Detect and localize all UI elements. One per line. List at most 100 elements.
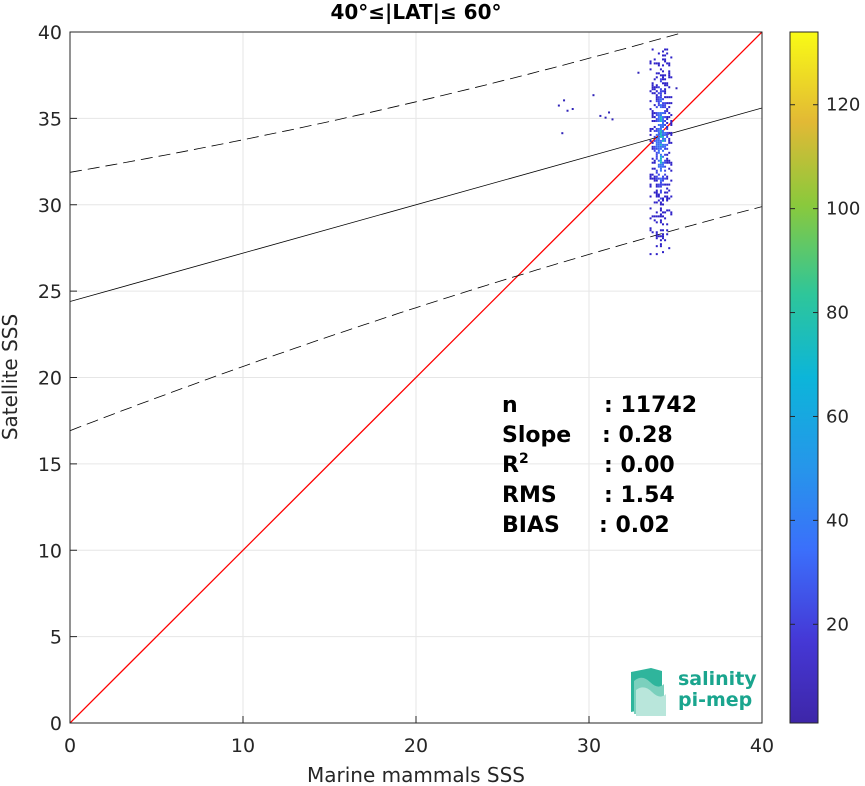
density-cell (664, 139, 667, 142)
y-axis-label: Satellite SSS (0, 314, 22, 440)
density-cell (670, 123, 673, 126)
density-cell (651, 110, 654, 113)
density-cell (668, 131, 671, 134)
density-cell (655, 147, 658, 150)
density-cell (653, 215, 656, 218)
density-cell (659, 185, 662, 188)
density-cell (653, 62, 656, 65)
colorbar-tick-label: 40 (826, 510, 849, 531)
density-cell (662, 143, 665, 146)
density-cell (670, 195, 673, 198)
density-cell (662, 112, 665, 115)
density-cell (666, 127, 669, 130)
density-cell (653, 120, 656, 123)
density-cell (659, 221, 662, 224)
density-cell (655, 141, 658, 144)
stat-value: : 11742 (604, 393, 697, 418)
density-cell (659, 112, 662, 115)
density-cell (649, 139, 652, 142)
density-cell (659, 80, 662, 83)
density-cell (655, 179, 658, 182)
density-cell (651, 145, 654, 148)
stat-value: : 0.28 (602, 423, 673, 448)
density-cell (655, 183, 658, 186)
density-cell (659, 104, 662, 107)
x-tick-label: 20 (404, 735, 428, 757)
density-cell (649, 108, 652, 111)
density-cell (655, 151, 658, 154)
stat-label: BIAS (502, 513, 560, 538)
density-cell (657, 215, 660, 218)
density-cell (653, 167, 656, 170)
y-tick-label: 35 (38, 108, 62, 130)
density-cell (659, 94, 662, 97)
density-cell (664, 90, 667, 93)
density-cell (668, 139, 671, 142)
density-cell (664, 153, 667, 156)
density-cell (659, 118, 662, 121)
density-cell (664, 123, 667, 126)
density-cell (655, 129, 658, 132)
density-cell (655, 157, 658, 160)
outlier-point (571, 108, 574, 111)
density-cell (653, 88, 656, 91)
density-cell (664, 137, 667, 140)
density-cell (668, 137, 671, 140)
density-cell (657, 64, 660, 67)
density-cell (664, 183, 667, 186)
density-cell (662, 129, 665, 132)
density-cell (666, 195, 669, 198)
y-tick-label: 15 (38, 454, 62, 476)
density-cell (666, 135, 669, 138)
density-cell (666, 96, 669, 99)
density-cell (657, 151, 660, 154)
density-cell (666, 199, 669, 202)
density-cell (651, 141, 654, 144)
density-cell (655, 98, 658, 101)
density-cell (651, 167, 654, 170)
density-cell (657, 165, 660, 168)
density-cell (657, 135, 660, 138)
density-cell (662, 211, 665, 214)
density-cell (655, 191, 658, 194)
outlier-point (563, 99, 566, 102)
density-cell (664, 211, 667, 214)
density-cell (657, 131, 660, 134)
density-cell (666, 183, 669, 186)
density-cell (664, 195, 667, 198)
x-tick-label: 40 (750, 735, 774, 757)
density-cell (664, 143, 667, 146)
density-cell (653, 191, 656, 194)
density-cell (666, 157, 669, 160)
density-cell (668, 167, 671, 170)
density-cell (655, 177, 658, 180)
density-cell (659, 157, 662, 160)
density-cell (651, 92, 654, 95)
fit-lines (70, 32, 762, 723)
density-cell (659, 139, 662, 142)
density-cell (668, 106, 671, 109)
density-cell (668, 74, 671, 77)
density-cell (655, 175, 658, 178)
density-cell (666, 187, 669, 190)
density-cell (655, 127, 658, 130)
density-cell (666, 108, 669, 111)
density-cell (659, 181, 662, 184)
density-cell (651, 48, 654, 51)
density-cell (653, 161, 656, 164)
density-cell (657, 177, 660, 180)
density-cell (659, 213, 662, 216)
outlier-point (675, 87, 678, 90)
density-cell (651, 86, 654, 89)
density-cell (664, 217, 667, 220)
density-cell (651, 231, 654, 234)
density-cell (666, 62, 669, 65)
density-cell (655, 231, 658, 234)
density-cell (662, 125, 665, 128)
density-cell (662, 106, 665, 109)
logo-line2: pi-mep (678, 689, 752, 711)
density-cell (659, 235, 662, 238)
density-cell (659, 207, 662, 210)
density-cell (664, 58, 667, 61)
density-cell (659, 147, 662, 150)
